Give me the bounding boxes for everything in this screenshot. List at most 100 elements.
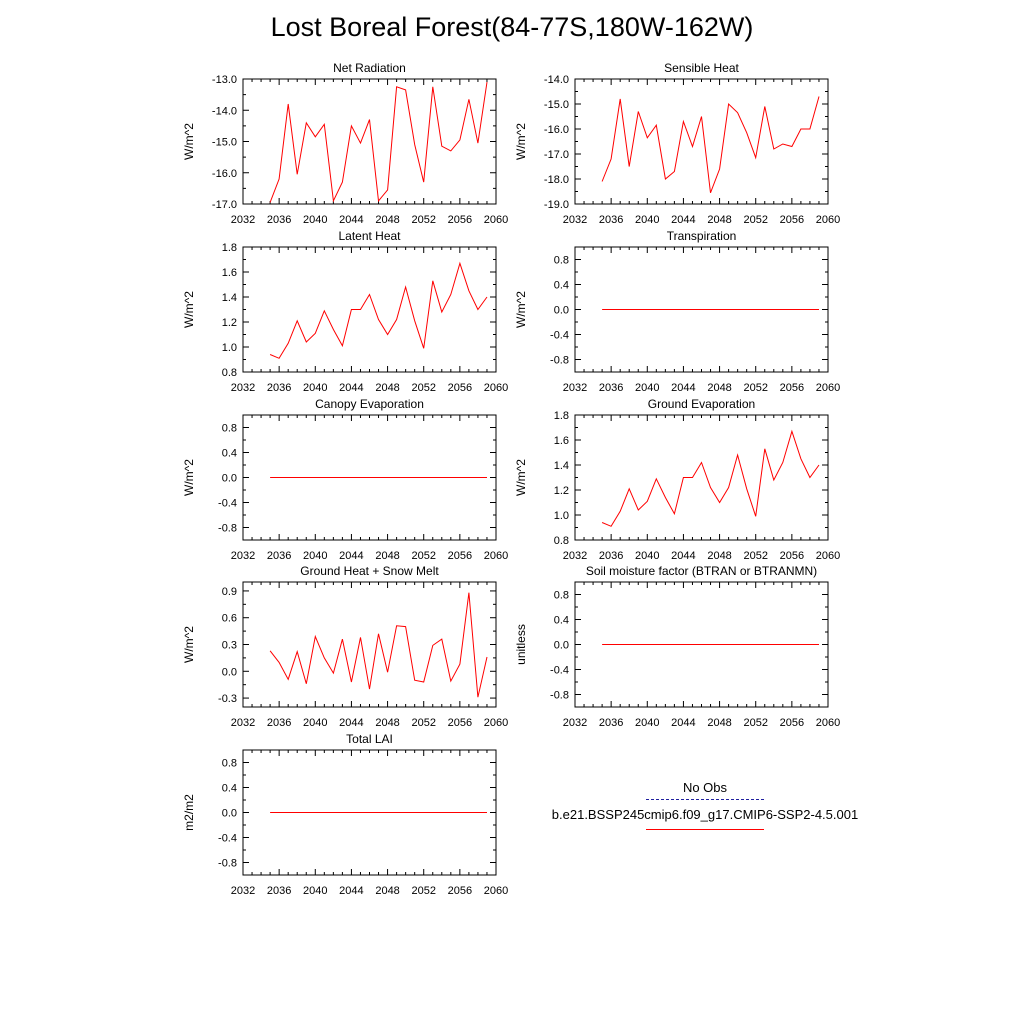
x-tick-label: 2052 bbox=[743, 717, 767, 729]
x-tick-label: 2044 bbox=[671, 717, 695, 729]
x-tick-label: 2032 bbox=[231, 885, 255, 897]
x-tick-label: 2060 bbox=[816, 214, 840, 226]
y-tick-label: -0.8 bbox=[550, 355, 569, 367]
y-tick-label: -16.0 bbox=[544, 124, 569, 136]
x-tick-label: 2060 bbox=[484, 717, 508, 729]
x-tick-label: 2056 bbox=[780, 550, 804, 562]
x-tick-label: 2044 bbox=[339, 885, 363, 897]
x-tick-label: 2060 bbox=[816, 550, 840, 562]
y-tick-label: 0.0 bbox=[222, 808, 237, 820]
y-tick-label: -15.0 bbox=[212, 137, 237, 149]
x-tick-label: 2040 bbox=[303, 885, 327, 897]
x-tick-label: 2056 bbox=[448, 382, 472, 394]
y-tick-label: 0.4 bbox=[222, 783, 237, 795]
x-tick-label: 2036 bbox=[267, 214, 291, 226]
series-line bbox=[601, 96, 820, 193]
y-axis-label: W/m^2 bbox=[182, 123, 196, 160]
y-tick-label: 1.2 bbox=[554, 485, 569, 497]
y-tick-label: 0.0 bbox=[554, 305, 569, 317]
y-tick-label: 0.3 bbox=[222, 640, 237, 652]
y-tick-label: 0.0 bbox=[222, 473, 237, 485]
y-axis-label: W/m^2 bbox=[182, 626, 196, 663]
x-tick-label: 2044 bbox=[671, 382, 695, 394]
x-tick-label: 2040 bbox=[635, 717, 659, 729]
y-axis-label: unitless bbox=[514, 624, 528, 665]
x-tick-label: 2036 bbox=[599, 717, 623, 729]
y-tick-label: 0.0 bbox=[554, 640, 569, 652]
y-tick-label: 1.0 bbox=[222, 342, 237, 354]
x-tick-label: 2048 bbox=[375, 717, 399, 729]
y-tick-label: -0.8 bbox=[218, 523, 237, 535]
y-axis-label: W/m^2 bbox=[514, 459, 528, 496]
y-tick-label: -19.0 bbox=[544, 199, 569, 211]
y-axis-label: W/m^2 bbox=[182, 291, 196, 328]
y-tick-label: 1.8 bbox=[554, 410, 569, 422]
x-tick-label: 2036 bbox=[599, 382, 623, 394]
y-tick-label: 0.6 bbox=[222, 613, 237, 625]
y-tick-label: -0.4 bbox=[218, 498, 237, 510]
legend-case-line bbox=[646, 829, 764, 830]
chart-panel: Canopy Evaporation W/m^2 2032 2036 2040 2044 2… bbox=[182, 397, 508, 562]
y-tick-label: -0.8 bbox=[218, 858, 237, 870]
y-tick-label: 0.8 bbox=[554, 590, 569, 602]
y-tick-label: 1.4 bbox=[554, 460, 569, 472]
panel-title: Transpiration bbox=[667, 229, 737, 243]
chart-panel: Soil moisture factor (BTRAN or BTRANMN) u… bbox=[514, 564, 840, 729]
x-tick-label: 2060 bbox=[816, 717, 840, 729]
x-tick-label: 2032 bbox=[563, 717, 587, 729]
x-tick-label: 2044 bbox=[339, 382, 363, 394]
x-tick-label: 2048 bbox=[707, 214, 731, 226]
y-axis-label: m2/m2 bbox=[182, 794, 196, 831]
y-tick-label: -0.3 bbox=[218, 693, 237, 705]
y-tick-label: -18.0 bbox=[544, 174, 569, 186]
x-tick-label: 2060 bbox=[484, 382, 508, 394]
y-tick-label: 0.8 bbox=[222, 367, 237, 379]
x-tick-label: 2060 bbox=[484, 885, 508, 897]
panel-title: Soil moisture factor (BTRAN or BTRANMN) bbox=[586, 564, 817, 578]
x-tick-label: 2032 bbox=[563, 214, 587, 226]
chart-panel: Transpiration W/m^2 2032 2036 2040 2044 2048 20… bbox=[514, 229, 840, 394]
x-tick-label: 2044 bbox=[339, 550, 363, 562]
y-tick-label: -15.0 bbox=[544, 99, 569, 111]
x-tick-label: 2036 bbox=[267, 382, 291, 394]
y-tick-label: -0.8 bbox=[550, 690, 569, 702]
x-tick-label: 2036 bbox=[599, 214, 623, 226]
x-tick-label: 2060 bbox=[484, 550, 508, 562]
y-tick-label: 0.4 bbox=[554, 615, 569, 627]
x-tick-label: 2032 bbox=[231, 550, 255, 562]
chart-panel: Net Radiation W/m^2 2032 2036 2040 2044 2048 20… bbox=[182, 61, 508, 226]
plot-frame bbox=[242, 246, 497, 373]
x-tick-label: 2052 bbox=[411, 214, 435, 226]
x-tick-label: 2044 bbox=[671, 214, 695, 226]
x-tick-label: 2032 bbox=[563, 550, 587, 562]
y-tick-label: 1.6 bbox=[222, 267, 237, 279]
x-tick-label: 2056 bbox=[448, 214, 472, 226]
y-tick-label: -0.4 bbox=[550, 330, 569, 342]
x-tick-label: 2040 bbox=[303, 382, 327, 394]
x-tick-label: 2052 bbox=[743, 214, 767, 226]
x-tick-label: 2048 bbox=[375, 214, 399, 226]
x-tick-label: 2032 bbox=[231, 214, 255, 226]
y-tick-label: 0.0 bbox=[222, 666, 237, 678]
y-tick-label: -17.0 bbox=[544, 149, 569, 161]
x-tick-label: 2048 bbox=[707, 550, 731, 562]
y-axis-label: W/m^2 bbox=[182, 459, 196, 496]
y-tick-label: -16.0 bbox=[212, 168, 237, 180]
x-tick-label: 2052 bbox=[411, 885, 435, 897]
panel-title: Ground Heat + Snow Melt bbox=[300, 564, 439, 578]
y-tick-label: -14.0 bbox=[544, 74, 569, 86]
x-tick-label: 2052 bbox=[743, 382, 767, 394]
y-tick-label: 0.9 bbox=[222, 586, 237, 598]
x-tick-label: 2032 bbox=[231, 717, 255, 729]
legend: No Obs b.e21.BSSP245cmip6.f09_g17.CMIP6-… bbox=[520, 776, 890, 846]
panel-title: Canopy Evaporation bbox=[315, 397, 424, 411]
x-tick-label: 2056 bbox=[448, 550, 472, 562]
chart-panel: Total LAI m2/m2 2032 2036 2040 2044 2048 2052 20… bbox=[182, 732, 508, 897]
x-tick-label: 2048 bbox=[375, 382, 399, 394]
x-tick-label: 2056 bbox=[780, 717, 804, 729]
x-tick-label: 2052 bbox=[411, 382, 435, 394]
x-tick-label: 2040 bbox=[303, 717, 327, 729]
y-axis-label: W/m^2 bbox=[514, 123, 528, 160]
y-tick-label: -14.0 bbox=[212, 105, 237, 117]
x-tick-label: 2032 bbox=[563, 382, 587, 394]
